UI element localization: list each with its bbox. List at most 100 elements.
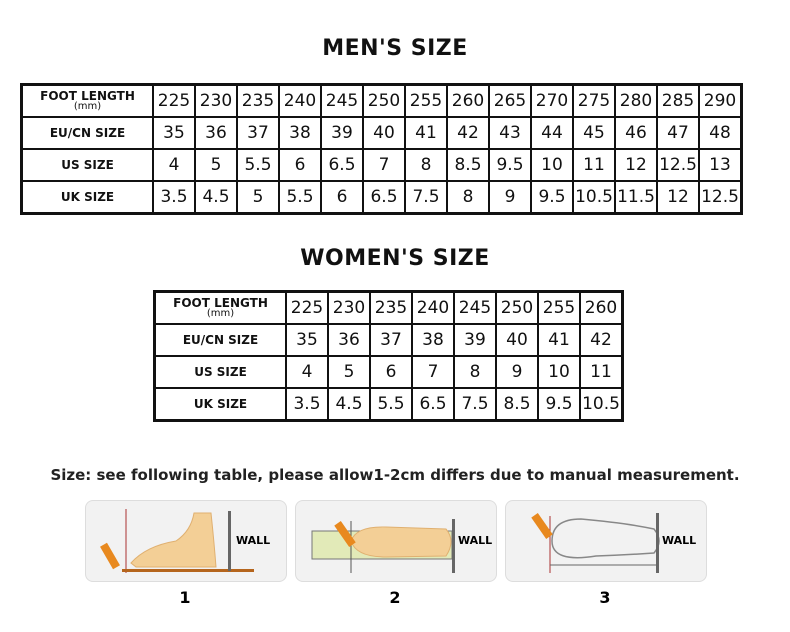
size-row: US SIZE 4 5 6 7 8 9 10 11	[153, 355, 624, 389]
size-cell: 41	[404, 116, 448, 150]
size-cell: 255	[537, 290, 581, 325]
row-header: US SIZE	[153, 355, 287, 389]
size-cell: 9.5	[530, 180, 574, 215]
size-cell: 265	[488, 83, 532, 118]
size-cell: 13	[698, 148, 743, 182]
step-3-number: 3	[599, 588, 611, 607]
size-cell: 12.5	[698, 180, 743, 215]
size-cell: 7.5	[404, 180, 448, 215]
size-cell: 6	[320, 180, 364, 215]
row-header: FOOT LENGTH (mm)	[20, 83, 154, 118]
size-cell: 8.5	[446, 148, 490, 182]
size-cell: 37	[369, 323, 413, 357]
size-cell: 9	[488, 180, 532, 215]
row-label: UK SIZE	[193, 397, 248, 411]
size-cell: 6.5	[320, 148, 364, 182]
size-cell: 46	[614, 116, 658, 150]
size-cell: 9.5	[537, 387, 581, 422]
row-unit: (mm)	[206, 308, 235, 319]
size-cell: 5.5	[369, 387, 413, 422]
size-cell: 43	[488, 116, 532, 150]
size-cell: 225	[152, 83, 196, 118]
size-row: EU/CN SIZE 35 36 37 38 39 40 41 42 43 44 45 46 47 48	[20, 116, 743, 150]
size-cell: 240	[278, 83, 322, 118]
step-2-number: 2	[389, 588, 401, 607]
size-cell: 35	[285, 323, 329, 357]
size-cell: 9.5	[488, 148, 532, 182]
size-cell: 250	[495, 290, 539, 325]
row-label: FOOT LENGTH	[173, 296, 268, 310]
size-cell: 12	[656, 180, 700, 215]
wall-label: WALL	[662, 534, 696, 547]
wall-label: WALL	[236, 534, 270, 547]
size-cell: 44	[530, 116, 574, 150]
step-1-illustration: WALL	[85, 500, 287, 582]
row-header: EU/CN SIZE	[20, 116, 154, 150]
row-label: FOOT LENGTH	[40, 89, 135, 103]
size-cell: 6.5	[362, 180, 406, 215]
size-cell: 35	[152, 116, 196, 150]
row-label: EU/CN SIZE	[49, 126, 126, 140]
size-cell: 41	[537, 323, 581, 357]
size-cell: 240	[411, 290, 455, 325]
size-cell: 38	[278, 116, 322, 150]
size-cell: 8	[404, 148, 448, 182]
size-cell: 40	[362, 116, 406, 150]
size-cell: 6	[278, 148, 322, 182]
size-cell: 10.5	[572, 180, 616, 215]
size-cell: 230	[327, 290, 371, 325]
row-label: US SIZE	[61, 158, 114, 172]
size-cell: 7	[362, 148, 406, 182]
row-label: US SIZE	[194, 365, 247, 379]
foot-ruler-measure-icon: WALL	[311, 519, 492, 573]
step-1-number: 1	[179, 588, 191, 607]
size-cell: 290	[698, 83, 743, 118]
size-cell: 42	[446, 116, 490, 150]
size-cell: 11.5	[614, 180, 658, 215]
size-cell: 11	[579, 355, 624, 389]
size-cell: 48	[698, 116, 743, 150]
size-row: FOOT LENGTH (mm) 225 230 235 240 245 250 255 260 2…	[20, 83, 743, 118]
row-header: FOOT LENGTH (mm)	[153, 290, 287, 325]
size-cell: 9	[495, 355, 539, 389]
size-cell: 245	[320, 83, 364, 118]
size-cell: 12.5	[656, 148, 700, 182]
womens-size-title: WOMEN'S SIZE	[300, 246, 490, 271]
size-cell: 235	[369, 290, 413, 325]
size-cell: 270	[530, 83, 574, 118]
size-cell: 10	[530, 148, 574, 182]
size-cell: 38	[411, 323, 455, 357]
size-cell: 3.5	[152, 180, 196, 215]
size-cell: 6.5	[411, 387, 455, 422]
row-label: EU/CN SIZE	[182, 333, 259, 347]
size-cell: 8.5	[495, 387, 539, 422]
step-3-illustration: WALL	[505, 500, 707, 582]
size-cell: 10.5	[579, 387, 624, 422]
row-header: EU/CN SIZE	[153, 323, 287, 357]
size-cell: 36	[194, 116, 238, 150]
size-cell: 5.5	[236, 148, 280, 182]
size-row: UK SIZE 3.5 4.5 5 5.5 6 6.5 7.5 8 9 9.5 10.5 11.5 12 1…	[20, 180, 743, 215]
size-cell: 3.5	[285, 387, 329, 422]
row-label: UK SIZE	[60, 190, 115, 204]
foot-side-measure-icon: WALL	[100, 509, 270, 573]
size-cell: 230	[194, 83, 238, 118]
size-cell: 11	[572, 148, 616, 182]
size-cell: 4.5	[194, 180, 238, 215]
size-row: UK SIZE 3.5 4.5 5.5 6.5 7.5 8.5 9.5 10.5	[153, 387, 624, 422]
size-cell: 40	[495, 323, 539, 357]
size-cell: 275	[572, 83, 616, 118]
mens-size-table: FOOT LENGTH (mm) 225 230 235 240 245 250 255 260 2…	[20, 83, 743, 215]
size-cell: 285	[656, 83, 700, 118]
size-cell: 4	[285, 355, 329, 389]
size-row: US SIZE 4 5 5.5 6 6.5 7 8 8.5 9.5 10 11 12 12.5 13	[20, 148, 743, 182]
size-cell: 7	[411, 355, 455, 389]
size-cell: 12	[614, 148, 658, 182]
mens-size-title: MEN'S SIZE	[322, 36, 468, 61]
size-cell: 5	[236, 180, 280, 215]
foot-outline-measure-icon: WALL	[531, 513, 696, 573]
size-cell: 4.5	[327, 387, 371, 422]
size-cell: 255	[404, 83, 448, 118]
size-cell: 235	[236, 83, 280, 118]
size-cell: 7.5	[453, 387, 497, 422]
